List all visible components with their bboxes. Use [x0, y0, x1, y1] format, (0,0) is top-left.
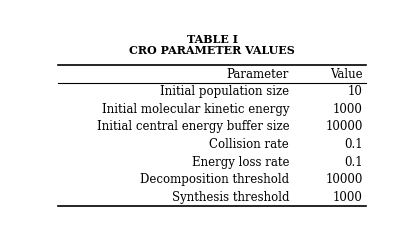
- Text: 10: 10: [347, 85, 362, 98]
- Text: Synthesis threshold: Synthesis threshold: [171, 191, 288, 204]
- Text: Initial molecular kinetic energy: Initial molecular kinetic energy: [102, 103, 288, 116]
- Text: 0.1: 0.1: [344, 156, 362, 169]
- Text: Value: Value: [330, 68, 362, 80]
- Text: 0.1: 0.1: [344, 138, 362, 151]
- Text: Parameter: Parameter: [226, 68, 288, 80]
- Text: 10000: 10000: [325, 120, 362, 134]
- Text: Collision rate: Collision rate: [209, 138, 288, 151]
- Text: 10000: 10000: [325, 173, 362, 186]
- Text: Initial central energy buffer size: Initial central energy buffer size: [96, 120, 288, 134]
- Text: Initial population size: Initial population size: [160, 85, 288, 98]
- Text: Decomposition threshold: Decomposition threshold: [140, 173, 288, 186]
- Text: Energy loss rate: Energy loss rate: [191, 156, 288, 169]
- Text: TABLE I: TABLE I: [186, 34, 237, 45]
- Text: 1000: 1000: [332, 191, 362, 204]
- Text: CRO PARAMETER VALUES: CRO PARAMETER VALUES: [129, 45, 294, 56]
- Text: 1000: 1000: [332, 103, 362, 116]
